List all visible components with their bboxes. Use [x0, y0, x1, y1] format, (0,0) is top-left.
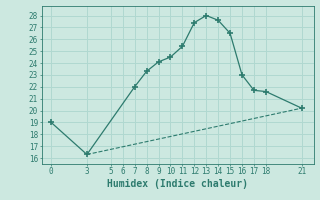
X-axis label: Humidex (Indice chaleur): Humidex (Indice chaleur): [107, 179, 248, 189]
